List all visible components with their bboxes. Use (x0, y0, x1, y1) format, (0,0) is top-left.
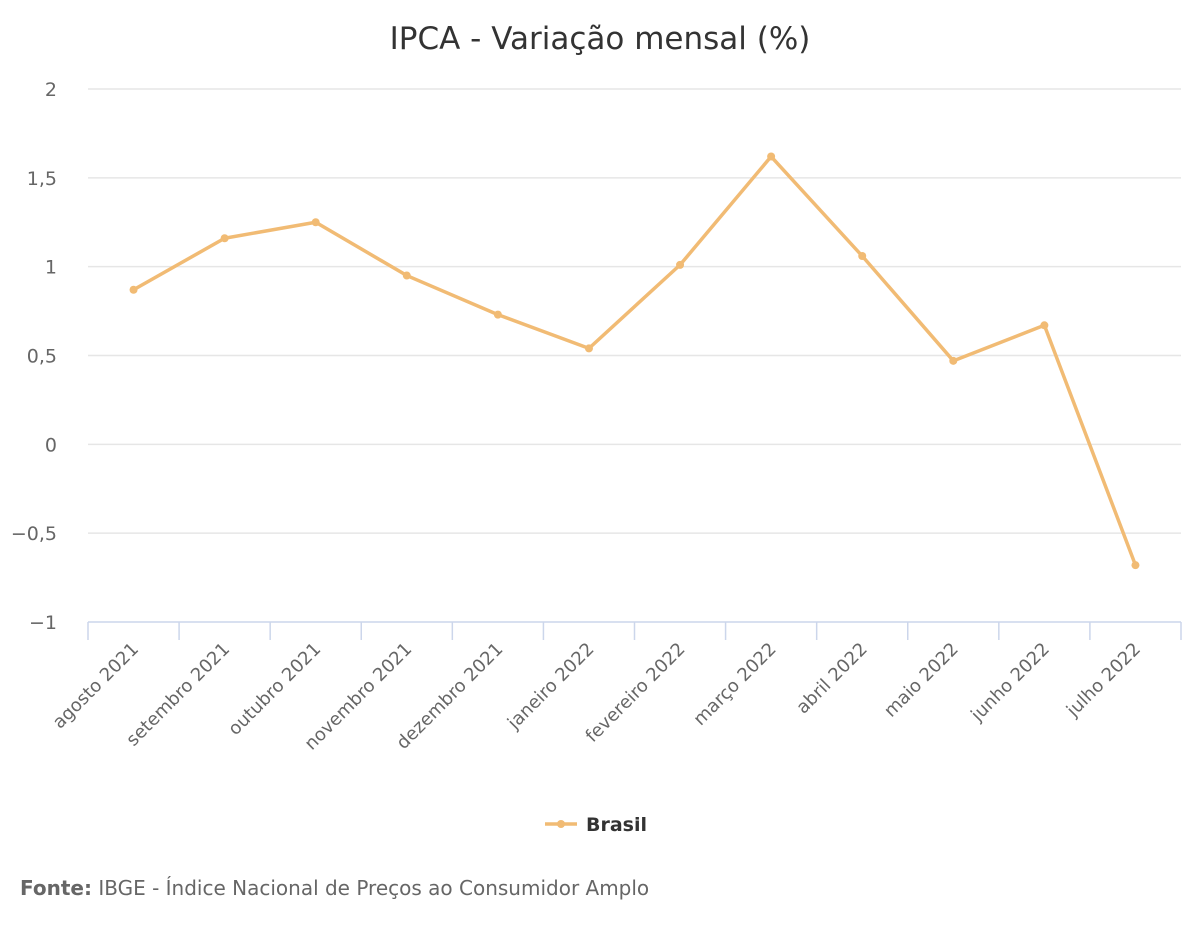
x-tick-label: agosto 2021 (49, 639, 143, 733)
data-point[interactable] (220, 234, 229, 243)
data-point[interactable] (1040, 321, 1049, 330)
data-point[interactable] (493, 310, 502, 319)
y-axis: 2 1,5 1 0,5 0 −0,5 −1 (11, 79, 57, 634)
x-tick-label: março 2022 (689, 639, 780, 730)
source-note: Fonte: IBGE - Índice Nacional de Preços … (20, 876, 649, 900)
x-tick-label: junho 2022 (966, 639, 1054, 727)
data-point[interactable] (311, 218, 320, 227)
data-point[interactable] (129, 285, 138, 294)
x-tick-label: abril 2022 (792, 639, 871, 718)
y-tick-label: −1 (29, 612, 57, 634)
data-point[interactable] (767, 152, 776, 161)
legend-label[interactable]: Brasil (586, 814, 647, 836)
data-point[interactable] (402, 271, 411, 280)
legend-marker-icon (557, 820, 565, 828)
series-brasil[interactable] (129, 152, 1140, 570)
data-point[interactable] (858, 252, 867, 261)
data-point[interactable] (584, 344, 593, 353)
source-text: IBGE - Índice Nacional de Preços ao Cons… (98, 876, 650, 900)
y-tick-label: 2 (45, 79, 57, 101)
x-tick-label: fevereiro 2022 (582, 639, 690, 747)
y-tick-label: 0,5 (27, 346, 57, 368)
data-point[interactable] (1131, 561, 1140, 570)
x-tick-label: maio 2022 (880, 639, 963, 722)
chart-title: IPCA - Variação mensal (%) (390, 21, 811, 57)
y-tick-label: 1 (45, 257, 57, 279)
y-tick-label: 1,5 (27, 168, 57, 190)
y-tick-label: −0,5 (11, 523, 57, 545)
y-tick-label: 0 (45, 434, 57, 456)
source-label: Fonte: (20, 876, 92, 900)
x-tick-label: julho 2022 (1062, 639, 1145, 722)
x-tick-label: janeiro 2022 (503, 639, 599, 735)
x-tick-label: outubro 2021 (224, 639, 325, 740)
line-chart: IPCA - Variação mensal (%) 2 1,5 1 0,5 0 −0,5… (11, 21, 1182, 836)
grid-lines (88, 88, 1181, 534)
legend[interactable]: Brasil (545, 814, 647, 836)
data-point[interactable] (949, 356, 958, 365)
series-line (131, 154, 1138, 567)
data-point[interactable] (676, 260, 685, 269)
